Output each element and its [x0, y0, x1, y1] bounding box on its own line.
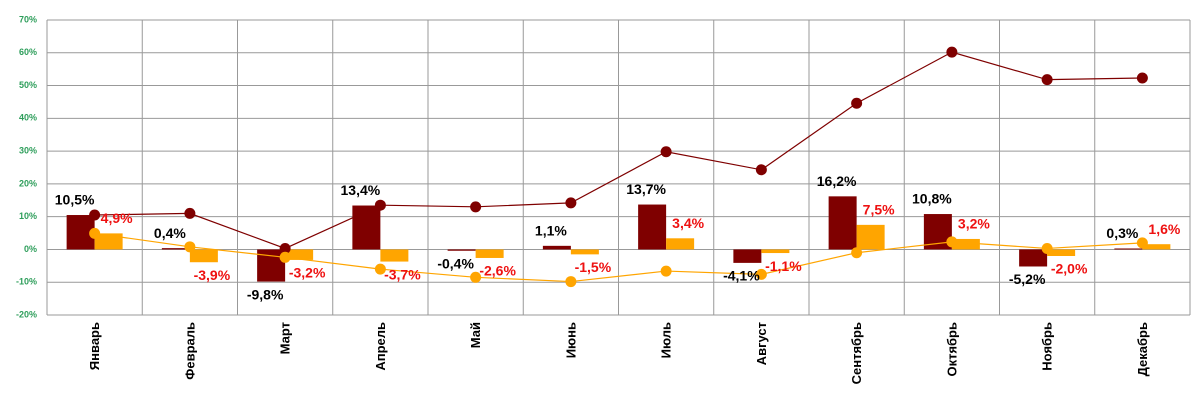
- bar: [570, 249, 599, 255]
- y-tick-label: 40%: [19, 113, 37, 123]
- bar: [1142, 244, 1171, 250]
- line-point: [660, 146, 672, 158]
- bar: [542, 245, 571, 250]
- line-point: [1041, 242, 1053, 254]
- line-point: [470, 201, 482, 213]
- line-point: [279, 242, 291, 254]
- x-tick-label: Июль: [659, 322, 674, 358]
- bar: [285, 249, 314, 260]
- value-label: -0,4%: [437, 255, 474, 271]
- value-label: 1,1%: [535, 223, 567, 239]
- value-label: -2,6%: [479, 263, 516, 279]
- x-tick-label: Ноябрь: [1040, 322, 1055, 371]
- value-label: 10,5%: [55, 192, 95, 208]
- value-label: -3,9%: [194, 267, 231, 283]
- line-point: [946, 46, 958, 58]
- line-point: [1136, 237, 1148, 249]
- value-label: 1,6%: [1148, 221, 1180, 237]
- x-tick-label: Август: [754, 322, 769, 365]
- x-tick-label: Февраль: [182, 322, 197, 380]
- bar: [447, 249, 476, 251]
- value-label: 16,2%: [817, 173, 857, 189]
- bar: [761, 249, 790, 254]
- x-tick-label: Декабрь: [1135, 322, 1150, 376]
- line-point: [279, 251, 291, 263]
- y-tick-label: -20%: [16, 309, 37, 319]
- y-tick-label: 50%: [19, 80, 37, 90]
- line-point: [755, 164, 767, 176]
- bar: [1047, 249, 1076, 256]
- value-label: 10,8%: [912, 191, 952, 207]
- line-point: [89, 227, 101, 239]
- value-label: 7,5%: [863, 202, 895, 218]
- line: [94, 232, 1143, 283]
- line-point: [946, 236, 958, 248]
- x-tick-label: Январь: [87, 322, 102, 370]
- x-tick-label: Июнь: [563, 322, 578, 358]
- line: [94, 51, 1143, 250]
- bar: [352, 205, 381, 250]
- line-point: [374, 263, 386, 275]
- line-point: [184, 241, 196, 253]
- x-tick-label: Сентябрь: [849, 322, 864, 384]
- y-tick-label: 20%: [19, 178, 37, 188]
- y-tick-label: 30%: [19, 145, 37, 155]
- value-label: 13,7%: [626, 181, 666, 197]
- line-point: [374, 199, 386, 211]
- y-tick-label: -10%: [16, 277, 37, 287]
- bar: [475, 249, 504, 258]
- line-point: [851, 97, 863, 109]
- bar: [94, 233, 123, 250]
- value-label: -5,2%: [1009, 271, 1046, 287]
- bar: [161, 248, 190, 250]
- bar: [1114, 248, 1143, 250]
- value-label: -1,1%: [765, 258, 802, 274]
- line-point: [851, 247, 863, 259]
- bar: [638, 204, 667, 250]
- y-tick-label: 60%: [19, 47, 37, 57]
- line-point: [1041, 74, 1053, 86]
- value-label: -2,0%: [1051, 261, 1088, 277]
- value-label: -1,5%: [575, 259, 612, 275]
- value-label: 4,9%: [101, 210, 133, 226]
- bar: [733, 249, 762, 263]
- line-point: [660, 265, 672, 277]
- value-label: -4,1%: [723, 268, 760, 284]
- x-tick-label: Март: [278, 322, 293, 354]
- x-tick-label: Октябрь: [944, 322, 959, 377]
- bar: [828, 196, 857, 250]
- y-tick-label: 0%: [24, 244, 37, 254]
- line-point: [470, 271, 482, 283]
- value-label: 3,4%: [672, 215, 704, 231]
- bar: [856, 224, 885, 250]
- line-point: [565, 276, 577, 288]
- value-label: 13,4%: [341, 182, 381, 198]
- value-label: 0,4%: [154, 225, 186, 241]
- y-tick-label: 10%: [19, 211, 37, 221]
- value-label: -3,2%: [289, 265, 326, 281]
- value-label: -3,7%: [384, 266, 421, 282]
- line-point: [184, 207, 196, 219]
- value-label: 0,3%: [1106, 225, 1138, 241]
- bar: [380, 249, 409, 262]
- line-point: [89, 209, 101, 221]
- y-tick-label: 70%: [19, 14, 37, 24]
- value-label: -9,8%: [247, 286, 284, 302]
- bar: [189, 249, 218, 263]
- line-point: [755, 268, 767, 280]
- x-tick-label: Май: [468, 322, 483, 348]
- line-point: [1136, 72, 1148, 84]
- value-label: 3,2%: [958, 216, 990, 232]
- bar: [1019, 249, 1048, 267]
- bar: [666, 238, 695, 250]
- bar: [951, 238, 980, 250]
- line-point: [565, 197, 577, 209]
- x-tick-label: Апрель: [373, 322, 388, 371]
